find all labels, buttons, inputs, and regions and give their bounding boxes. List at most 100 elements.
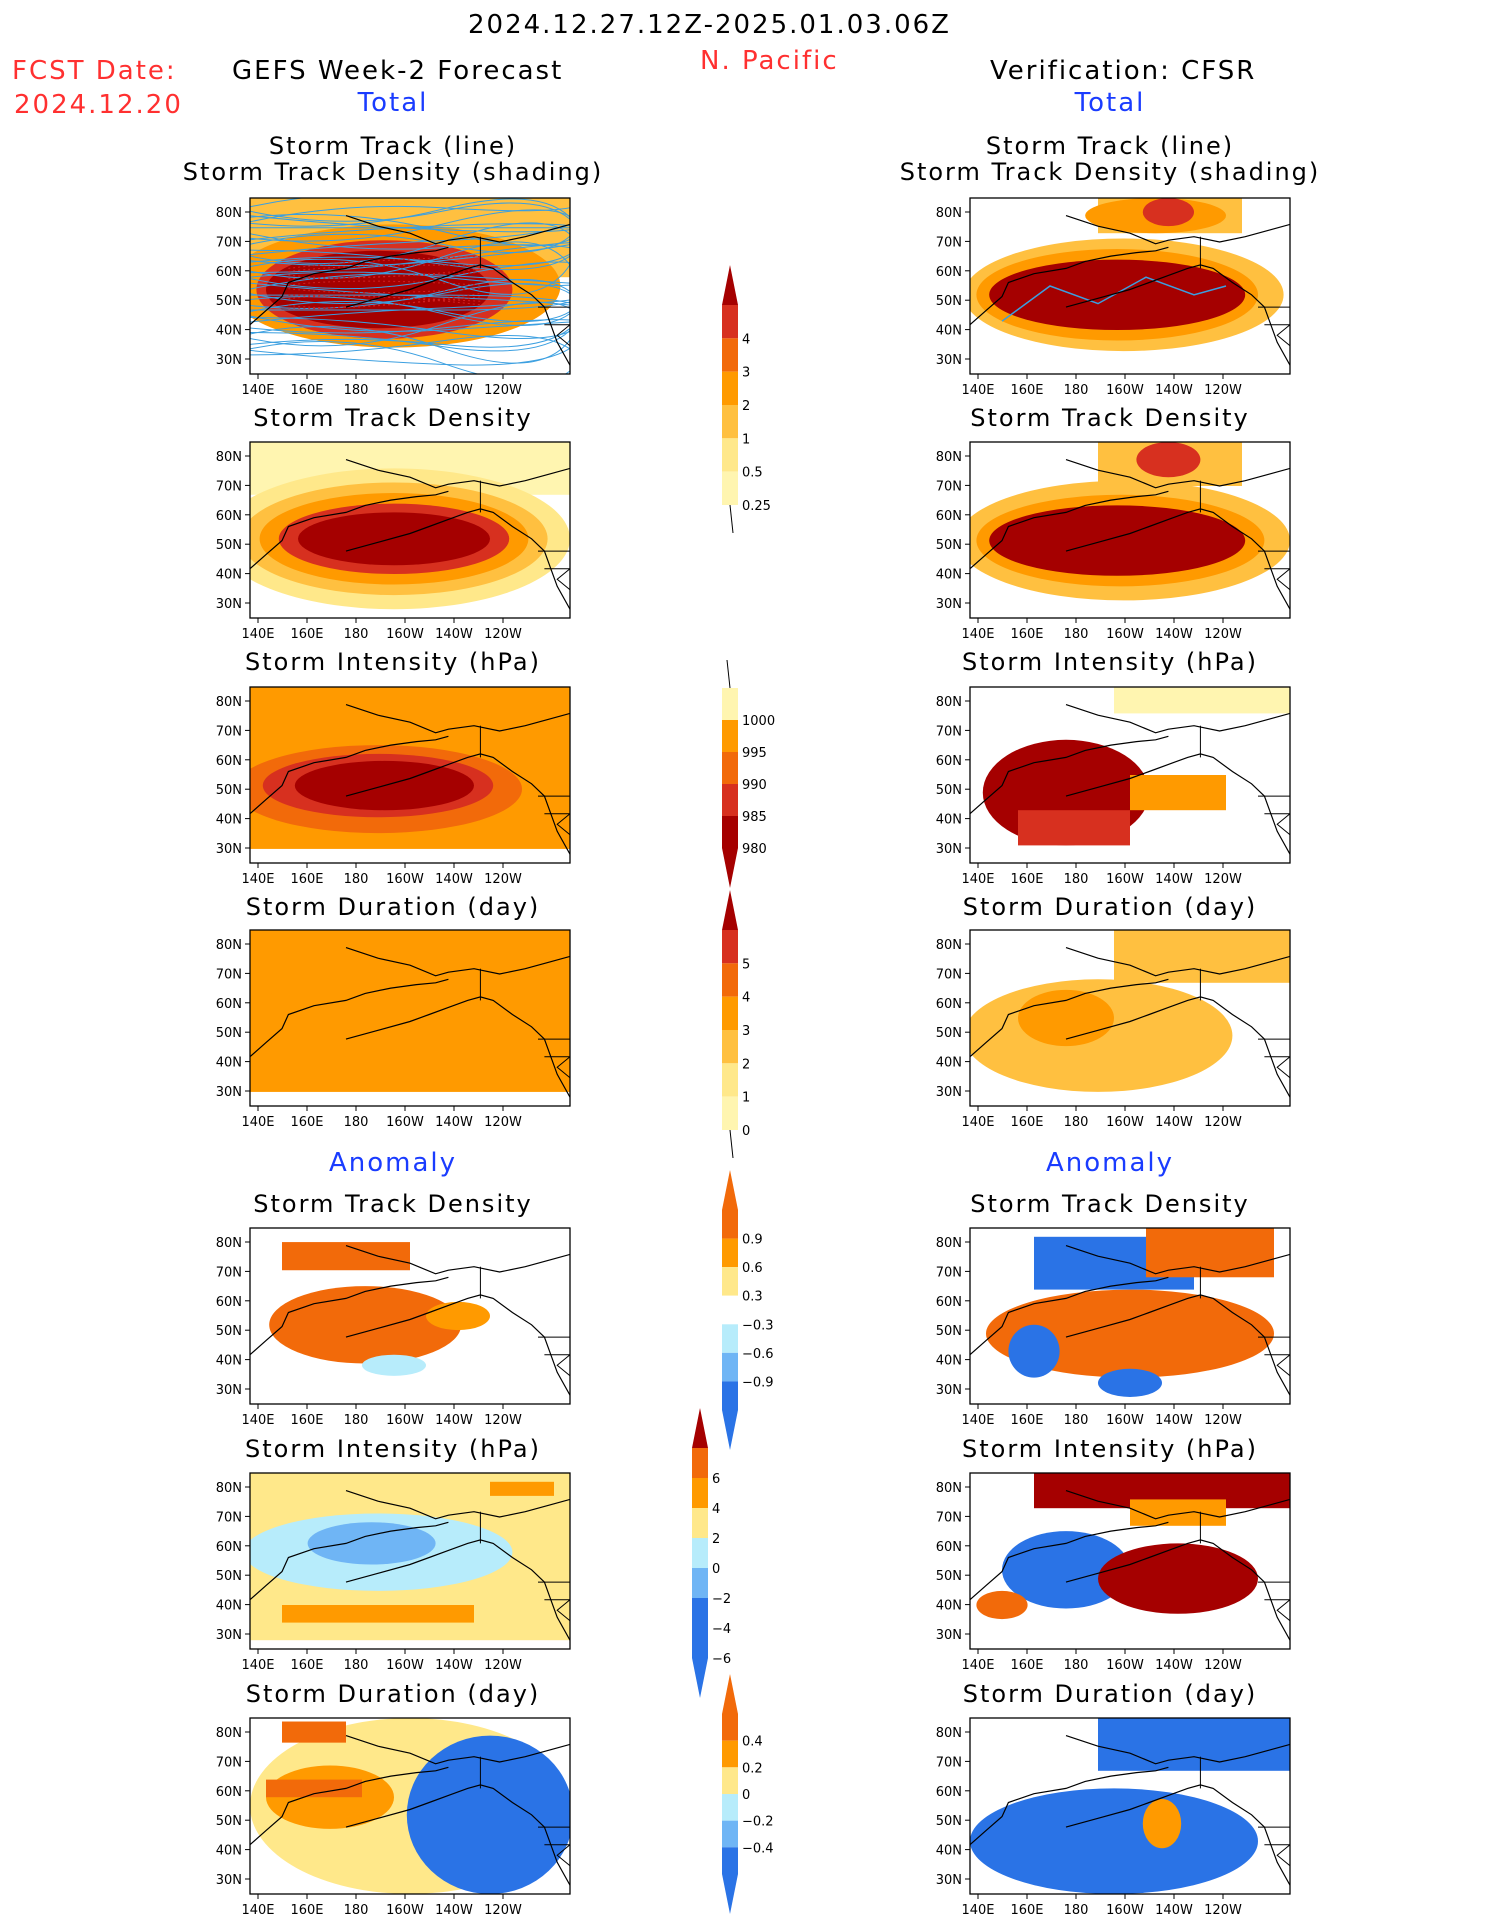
panel-frame	[249, 441, 571, 619]
lon-tick-label: 160E	[1010, 1658, 1043, 1673]
colorbar-label: 4	[742, 332, 750, 347]
colorbar-segment	[722, 1295, 738, 1325]
fill-region	[282, 1605, 474, 1623]
colorbar-segment	[722, 1740, 738, 1768]
lat-tick-label: 60N	[936, 1785, 962, 1800]
state-lines	[544, 1844, 570, 1867]
lat-tick-label: 80N	[216, 1481, 242, 1496]
lat-tick-label: 70N	[936, 479, 962, 494]
storm-track-line	[250, 261, 570, 290]
lat-tick-label: 50N	[936, 783, 962, 798]
colorbar-arrow-top	[722, 265, 738, 305]
lat-tick-label: 30N	[936, 1085, 962, 1100]
storm-track-line	[288, 255, 481, 269]
colorbar-label: 990	[742, 778, 767, 793]
lon-tick-label: 180	[1064, 872, 1089, 887]
lon-tick-label: 160E	[290, 1413, 323, 1428]
lon-tick-label: 160W	[386, 1903, 424, 1918]
lon-tick-label: 120W	[484, 1115, 522, 1130]
state-lines	[544, 324, 570, 347]
colorbar-label: −2	[712, 1592, 731, 1607]
lat-tick-label: 40N	[216, 1844, 242, 1859]
colorbar-label: 0	[742, 1124, 750, 1139]
fill-region	[1098, 1368, 1162, 1397]
lon-tick-label: 140E	[961, 627, 994, 642]
fill-region	[282, 1242, 410, 1271]
lon-tick-label: 140E	[961, 1413, 994, 1428]
lat-tick-label: 40N	[216, 324, 242, 339]
lat-tick-label: 80N	[936, 1481, 962, 1496]
coastline-america	[1065, 1784, 1290, 1886]
panel-frame	[969, 1227, 1291, 1405]
colorbar-label: 2	[742, 1057, 750, 1072]
panel-fill	[250, 198, 570, 374]
lat-tick-label: 40N	[216, 1599, 242, 1614]
right-anom-intensity-title: Storm Intensity (hPa)	[962, 1435, 1258, 1463]
colorbar-tail	[729, 1129, 734, 1159]
coastline-america	[345, 1539, 570, 1641]
right-track-line-title: Storm Track (line)	[985, 132, 1235, 160]
fill-region	[1098, 1718, 1290, 1771]
lon-tick-label: 160E	[290, 627, 323, 642]
lat-tick-label: 30N	[216, 597, 242, 612]
coastline-america	[345, 264, 570, 366]
lon-tick-label: 140W	[1155, 872, 1193, 887]
colorbar-arrow-bottom	[692, 1658, 708, 1698]
left-track-shading-title: Storm Track Density (shading)	[182, 158, 604, 186]
colorbar-segment	[722, 930, 738, 964]
lon-tick-label: 140W	[1155, 383, 1193, 398]
coastline-america	[345, 1784, 570, 1886]
left-track-line-title: Storm Track (line)	[268, 132, 518, 160]
left-anom-intensity-title: Storm Intensity (hPa)	[245, 1435, 541, 1463]
colorbar-label: 980	[742, 842, 767, 857]
storm-track-line	[250, 330, 570, 352]
lat-tick-label: 30N	[936, 1628, 962, 1643]
storm-track-line	[250, 198, 570, 227]
panel-fill	[250, 930, 570, 1098]
coastline-asia	[970, 1276, 1169, 1356]
fcst-label: FCST Date:	[12, 56, 177, 86]
lat-tick-label: 80N	[936, 1236, 962, 1251]
colorbar-label: −0.4	[742, 1841, 774, 1856]
fill-region	[269, 1286, 462, 1364]
fill-region	[1142, 198, 1194, 227]
state-lines	[1264, 813, 1290, 836]
lon-tick-label: 120W	[484, 627, 522, 642]
storm-track-line	[250, 319, 570, 334]
lon-tick-label: 120W	[484, 872, 522, 887]
coastline-asia	[970, 246, 1169, 326]
coastline-arctic	[345, 704, 570, 734]
coastline-arctic	[345, 459, 570, 489]
lat-tick-label: 70N	[936, 1265, 962, 1280]
lat-tick-label: 50N	[936, 1569, 962, 1584]
colorbar-segment	[722, 305, 738, 339]
colorbar-segment	[722, 1352, 738, 1382]
left-density-title: Storm Track Density	[253, 404, 533, 432]
lat-tick-label: 40N	[216, 1056, 242, 1071]
lat-tick-label: 50N	[216, 1814, 242, 1829]
storm-track-line	[250, 202, 570, 222]
right-anom-duration-title: Storm Duration (day)	[962, 1680, 1258, 1708]
coastline-america	[1065, 264, 1290, 366]
lon-tick-label: 140W	[435, 627, 473, 642]
right-duration-title: Storm Duration (day)	[962, 893, 1258, 921]
lon-tick-label: 120W	[484, 383, 522, 398]
state-lines	[1264, 1844, 1290, 1867]
colorbar-segment	[722, 784, 738, 816]
lat-tick-label: 40N	[936, 568, 962, 583]
coastline-arctic	[1065, 1735, 1290, 1765]
panel-frame	[969, 197, 1291, 375]
lon-tick-label: 140W	[1155, 1658, 1193, 1673]
colorbar-label: −0.6	[742, 1347, 774, 1362]
map-panel-l1: 80N 70N 60N 50N 40N 30N 140E 160E 180 160W 140W 120…	[216, 441, 571, 642]
lat-tick-label: 70N	[216, 1510, 242, 1525]
left-total-label: Total	[357, 88, 429, 118]
lon-tick-label: 160E	[1010, 872, 1043, 887]
colorbar-segment	[722, 1238, 738, 1268]
lat-tick-label: 50N	[216, 538, 242, 553]
lon-tick-label: 140E	[241, 1115, 274, 1130]
map-panel-l6: 80N 70N 60N 50N 40N 30N 140E 160E 180 160W 140W 120…	[216, 1717, 571, 1918]
coastline-asia	[970, 490, 1169, 570]
storm-track-line	[250, 215, 570, 233]
colorbar-segment	[722, 1847, 738, 1874]
